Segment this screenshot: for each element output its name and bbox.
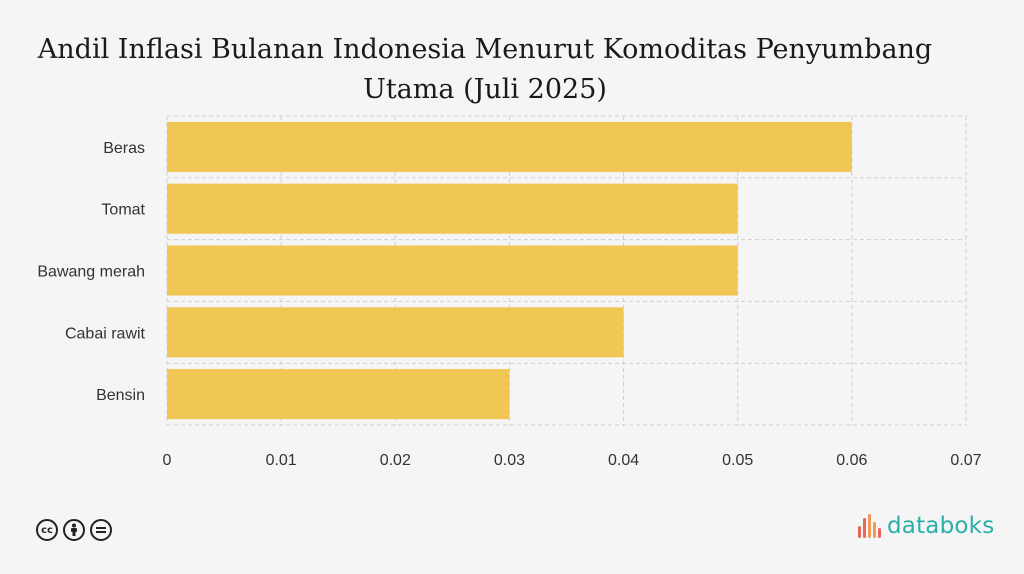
x-tick-label: 0.06 (836, 452, 867, 469)
x-tick-label: 0.04 (608, 452, 639, 469)
nd-icon (90, 519, 112, 541)
bar-bensin (167, 369, 510, 420)
bar-beras (167, 121, 852, 172)
chart-title-line1: Andil Inflasi Bulanan Indonesia Menurut … (37, 34, 933, 65)
bar-cabai-rawit (167, 307, 624, 358)
category-label: Cabai rawit (65, 325, 146, 342)
license-icons: cc (36, 519, 112, 541)
x-tick-label: 0.05 (722, 452, 753, 469)
category-label: Bawang merah (37, 264, 145, 281)
category-label: Bensin (96, 387, 145, 404)
chart-title: Andil Inflasi Bulanan Indonesia Menurut … (0, 30, 970, 110)
bar-tomat (167, 183, 738, 234)
brand-name: databoks (887, 513, 995, 539)
category-label: Tomat (101, 202, 145, 219)
brand-logo: databoks (858, 513, 994, 539)
x-tick-label: 0 (163, 452, 172, 469)
category-label: Beras (103, 140, 145, 157)
x-tick-label: 0.02 (380, 452, 411, 469)
x-tick-labels: 0 0.01 0.02 0.03 0.04 0.05 0.06 0.07 (163, 452, 982, 469)
databoks-logo-icon (858, 514, 881, 538)
by-icon (63, 519, 85, 541)
x-tick-label: 0.01 (266, 452, 297, 469)
bar-bawang-merah (167, 245, 738, 296)
cc-icon: cc (36, 519, 58, 541)
bar-layer (167, 121, 852, 420)
chart-title-line2: Utama (Juli 2025) (363, 74, 607, 105)
x-tick-label: 0.03 (494, 452, 525, 469)
x-tick-label: 0.07 (950, 452, 981, 469)
category-labels: Beras Tomat Bawang merah Cabai rawit Bensin (37, 140, 145, 404)
